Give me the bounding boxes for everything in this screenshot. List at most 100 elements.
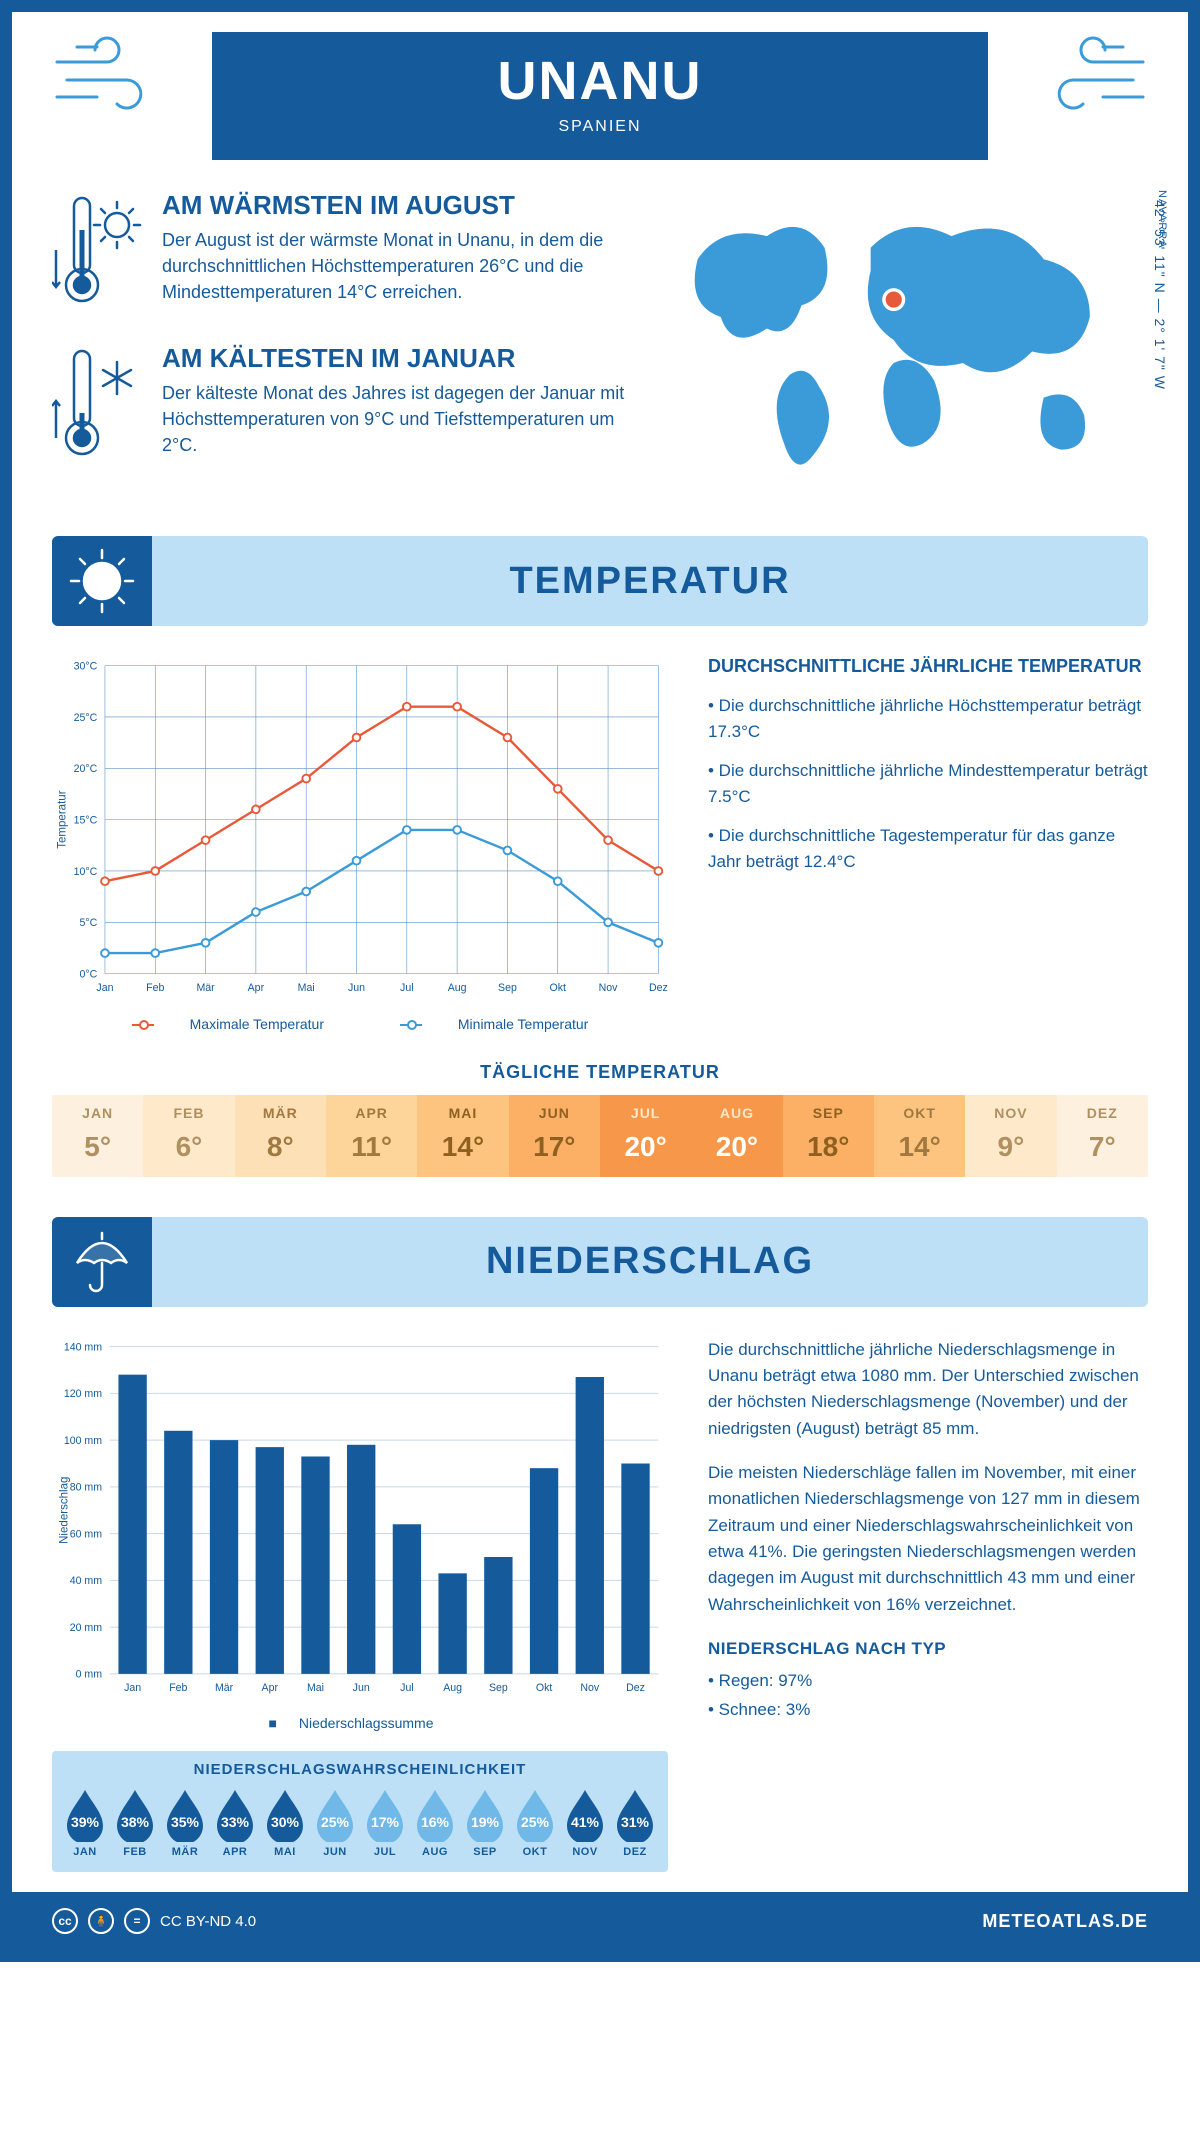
thermometer-cold-icon bbox=[52, 343, 142, 468]
world-map: NAVARRA 42° 53' 11" N — 2° 1' 7" W bbox=[663, 190, 1148, 496]
footer: cc 🧍 = CC BY-ND 4.0 METEOATLAS.DE bbox=[12, 1892, 1188, 1950]
svg-text:30°C: 30°C bbox=[74, 660, 98, 672]
svg-text:Sep: Sep bbox=[498, 982, 517, 994]
precip-prob-drop: 38%FEB bbox=[110, 1788, 160, 1858]
daily-temp-cell: MAI14° bbox=[417, 1095, 508, 1177]
precip-prob-drop: 17%JUL bbox=[360, 1788, 410, 1858]
svg-text:10°C: 10°C bbox=[74, 866, 98, 878]
license-block: cc 🧍 = CC BY-ND 4.0 bbox=[52, 1908, 256, 1934]
precip-prob-drop: 30%MAI bbox=[260, 1788, 310, 1858]
brand-name: METEOATLAS.DE bbox=[982, 1911, 1148, 1932]
svg-text:Mär: Mär bbox=[196, 982, 215, 994]
precipitation-bar-chart: 0 mm 20 mm 40 mm 60 mm 80 mm 100 mm 120 mm 140 … bbox=[52, 1337, 668, 1732]
precipitation-section-header: NIEDERSCHLAG bbox=[52, 1217, 1148, 1307]
precip-prob-drop: 41%NOV bbox=[560, 1788, 610, 1858]
daily-temp-cell: MÄR8° bbox=[235, 1095, 326, 1177]
svg-text:Mai: Mai bbox=[298, 982, 315, 994]
umbrella-icon bbox=[52, 1217, 152, 1307]
daily-temp-title: TÄGLICHE TEMPERATUR bbox=[52, 1062, 1148, 1083]
svg-text:0 mm: 0 mm bbox=[76, 1668, 103, 1680]
svg-text:Apr: Apr bbox=[248, 982, 265, 994]
svg-text:140 mm: 140 mm bbox=[64, 1341, 102, 1353]
coldest-title: AM KÄLTESTEN IM JANUAR bbox=[162, 343, 633, 374]
svg-text:25°C: 25°C bbox=[74, 712, 98, 724]
svg-text:Nov: Nov bbox=[580, 1682, 600, 1694]
daily-temp-cell: SEP18° bbox=[783, 1095, 874, 1177]
svg-text:20 mm: 20 mm bbox=[70, 1621, 103, 1633]
svg-text:Jul: Jul bbox=[400, 1682, 414, 1694]
wind-icon-left bbox=[52, 32, 192, 122]
svg-text:Aug: Aug bbox=[443, 1682, 462, 1694]
svg-text:Nov: Nov bbox=[599, 982, 619, 994]
warmest-title: AM WÄRMSTEN IM AUGUST bbox=[162, 190, 633, 221]
svg-text:Okt: Okt bbox=[536, 1682, 553, 1694]
svg-text:Feb: Feb bbox=[146, 982, 164, 994]
nd-icon: = bbox=[124, 1908, 150, 1934]
svg-text:Jun: Jun bbox=[353, 1682, 370, 1694]
precip-prob-drop: 25%OKT bbox=[510, 1788, 560, 1858]
precipitation-probability-box: NIEDERSCHLAGSWAHRSCHEINLICHKEIT 39%JAN38… bbox=[52, 1751, 668, 1872]
precip-prob-drop: 16%AUG bbox=[410, 1788, 460, 1858]
svg-text:Jan: Jan bbox=[124, 1682, 141, 1694]
city-title: UNANU bbox=[212, 50, 988, 112]
svg-text:Niederschlag: Niederschlag bbox=[58, 1476, 70, 1543]
daily-temp-cell: OKT14° bbox=[874, 1095, 965, 1177]
svg-text:60 mm: 60 mm bbox=[70, 1528, 103, 1540]
temperature-title: TEMPERATUR bbox=[152, 560, 1148, 603]
warmest-block: AM WÄRMSTEN IM AUGUST Der August ist der… bbox=[52, 190, 633, 315]
svg-text:Jul: Jul bbox=[400, 982, 414, 994]
precip-chart-legend: ■ Niederschlagssumme bbox=[52, 1715, 668, 1731]
svg-text:15°C: 15°C bbox=[74, 814, 98, 826]
coldest-block: AM KÄLTESTEN IM JANUAR Der kälteste Mona… bbox=[52, 343, 633, 468]
svg-text:Jun: Jun bbox=[348, 982, 365, 994]
temperature-section-header: TEMPERATUR bbox=[52, 536, 1148, 626]
svg-text:40 mm: 40 mm bbox=[70, 1575, 103, 1587]
svg-text:Mai: Mai bbox=[307, 1682, 324, 1694]
warmest-text: Der August ist der wärmste Monat in Unan… bbox=[162, 227, 633, 305]
svg-text:20°C: 20°C bbox=[74, 763, 98, 775]
country-subtitle: SPANIEN bbox=[212, 118, 988, 136]
svg-text:Sep: Sep bbox=[489, 1682, 508, 1694]
daily-temp-cell: FEB6° bbox=[143, 1095, 234, 1177]
license-text: CC BY-ND 4.0 bbox=[160, 1913, 256, 1930]
svg-text:5°C: 5°C bbox=[79, 917, 97, 929]
temperature-summary: DURCHSCHNITTLICHE JÄHRLICHE TEMPERATUR •… bbox=[708, 656, 1148, 1032]
precip-prob-drop: 25%JUN bbox=[310, 1788, 360, 1858]
daily-temp-strip: JAN5°FEB6°MÄR8°APR11°MAI14°JUN17°JUL20°A… bbox=[52, 1095, 1148, 1177]
precipitation-summary: Die durchschnittliche jährliche Niedersc… bbox=[708, 1337, 1148, 1873]
svg-text:Okt: Okt bbox=[550, 982, 567, 994]
temp-chart-legend: Maximale Temperatur Minimale Temperatur bbox=[52, 1016, 668, 1032]
daily-temp-cell: APR11° bbox=[326, 1095, 417, 1177]
cc-icon: cc bbox=[52, 1908, 78, 1934]
daily-temp-cell: DEZ7° bbox=[1057, 1095, 1148, 1177]
svg-text:Dez: Dez bbox=[626, 1682, 645, 1694]
precipitation-title: NIEDERSCHLAG bbox=[152, 1240, 1148, 1283]
wind-icon-right bbox=[1008, 32, 1148, 122]
daily-temp-cell: NOV9° bbox=[965, 1095, 1056, 1177]
svg-text:Aug: Aug bbox=[448, 982, 467, 994]
daily-temp-cell: AUG20° bbox=[691, 1095, 782, 1177]
coordinates: 42° 53' 11" N — 2° 1' 7" W bbox=[1152, 200, 1168, 390]
svg-text:Feb: Feb bbox=[169, 1682, 187, 1694]
svg-text:Apr: Apr bbox=[262, 1682, 279, 1694]
svg-text:Temperatur: Temperatur bbox=[56, 790, 68, 848]
svg-text:0°C: 0°C bbox=[79, 968, 97, 980]
precip-prob-drop: 35%MÄR bbox=[160, 1788, 210, 1858]
daily-temp-cell: JUN17° bbox=[509, 1095, 600, 1177]
svg-text:120 mm: 120 mm bbox=[64, 1388, 102, 1400]
precip-prob-drop: 31%DEZ bbox=[610, 1788, 660, 1858]
daily-temp-cell: JUL20° bbox=[600, 1095, 691, 1177]
daily-temp-cell: JAN5° bbox=[52, 1095, 143, 1177]
svg-text:Mär: Mär bbox=[215, 1682, 234, 1694]
precip-prob-drop: 19%SEP bbox=[460, 1788, 510, 1858]
by-icon: 🧍 bbox=[88, 1908, 114, 1934]
svg-text:Dez: Dez bbox=[649, 982, 668, 994]
thermometer-hot-icon bbox=[52, 190, 142, 315]
svg-text:80 mm: 80 mm bbox=[70, 1481, 103, 1493]
sun-icon bbox=[52, 536, 152, 626]
temperature-line-chart: 0°C 5°C 10°C 15°C 20°C 25°C 30°C Jan Feb Mär Apr Ma… bbox=[52, 656, 668, 1032]
svg-text:100 mm: 100 mm bbox=[64, 1434, 102, 1446]
coldest-text: Der kälteste Monat des Jahres ist dagege… bbox=[162, 380, 633, 458]
precip-prob-drop: 39%JAN bbox=[60, 1788, 110, 1858]
svg-text:Jan: Jan bbox=[96, 982, 113, 994]
